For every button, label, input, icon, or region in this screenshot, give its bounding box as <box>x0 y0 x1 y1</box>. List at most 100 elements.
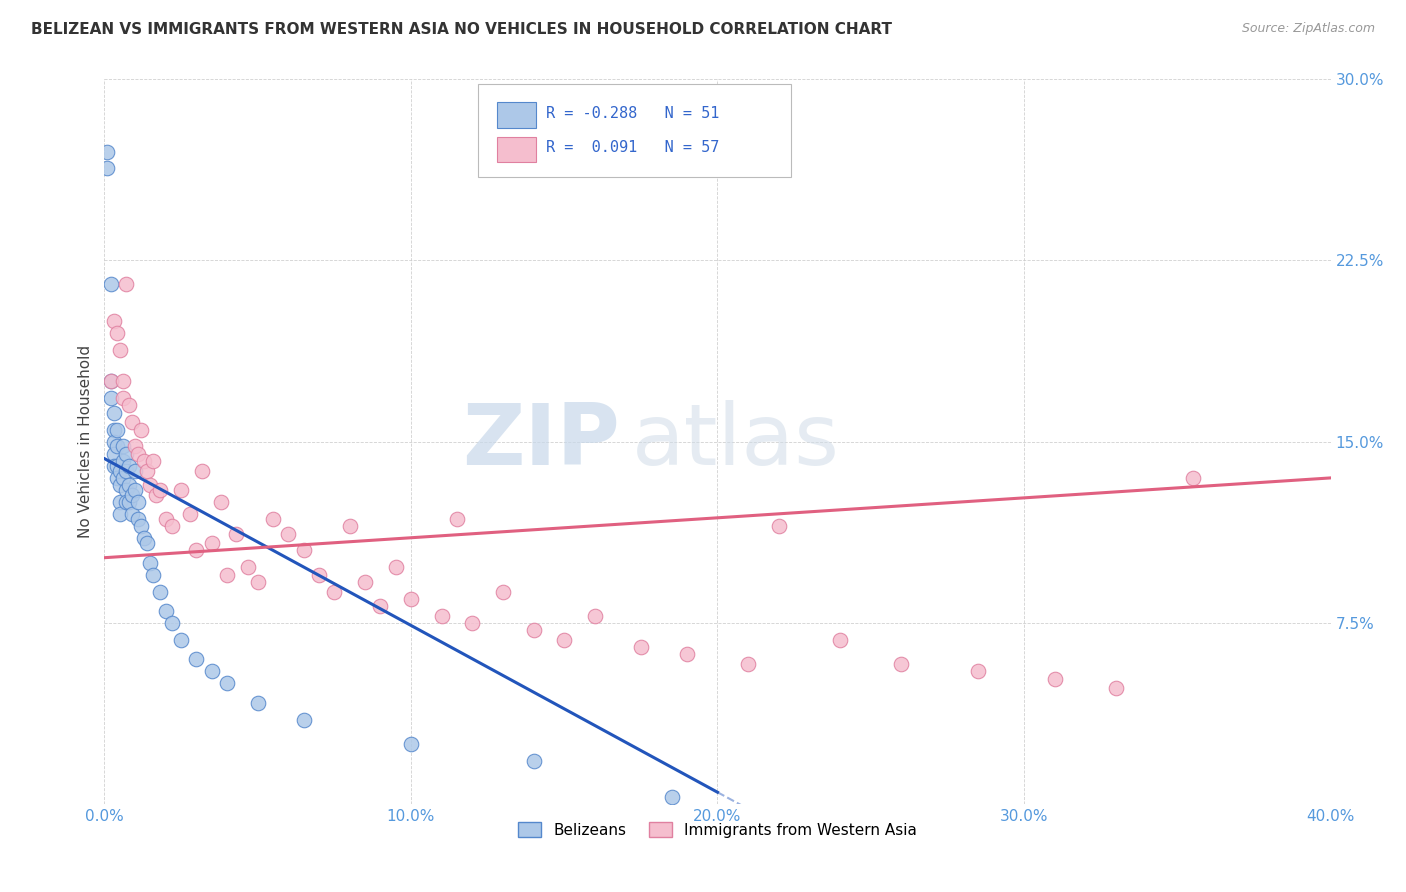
Point <box>170 632 193 647</box>
Point <box>105 326 128 340</box>
Point <box>108 464 131 478</box>
Point <box>246 574 269 589</box>
Point <box>399 737 422 751</box>
Point <box>384 560 406 574</box>
Bar <box>496 103 536 128</box>
Point <box>553 632 575 647</box>
Point <box>215 676 238 690</box>
Point <box>127 512 149 526</box>
Text: BELIZEAN VS IMMIGRANTS FROM WESTERN ASIA NO VEHICLES IN HOUSEHOLD CORRELATION CH: BELIZEAN VS IMMIGRANTS FROM WESTERN ASIA… <box>31 22 891 37</box>
Point <box>522 624 544 638</box>
Point <box>145 488 167 502</box>
Point <box>142 454 165 468</box>
Point <box>768 519 790 533</box>
Point <box>191 464 214 478</box>
Point <box>492 584 515 599</box>
Point <box>323 584 346 599</box>
Point <box>105 471 128 485</box>
Point <box>103 434 125 449</box>
Point <box>246 696 269 710</box>
Point <box>142 567 165 582</box>
FancyBboxPatch shape <box>478 84 792 177</box>
Point <box>308 567 330 582</box>
Point <box>292 713 315 727</box>
Point <box>262 512 284 526</box>
Point <box>830 632 852 647</box>
Point <box>118 398 141 412</box>
Point <box>96 161 118 176</box>
Point <box>115 495 138 509</box>
Point <box>118 478 141 492</box>
Point <box>1105 681 1128 696</box>
Point <box>108 478 131 492</box>
Point <box>215 567 238 582</box>
Point <box>201 665 224 679</box>
Point <box>129 519 152 533</box>
Point <box>160 615 183 630</box>
Point <box>103 458 125 473</box>
Point <box>115 464 138 478</box>
Point <box>111 471 134 485</box>
Point <box>354 574 377 589</box>
Point <box>170 483 193 497</box>
Point <box>103 423 125 437</box>
Point <box>115 483 138 497</box>
Point <box>155 512 177 526</box>
Point <box>118 458 141 473</box>
Point <box>430 608 453 623</box>
Point <box>103 406 125 420</box>
Point <box>399 591 422 606</box>
Point <box>111 391 134 405</box>
Point <box>103 314 125 328</box>
Point <box>148 483 170 497</box>
Point <box>134 454 156 468</box>
Point <box>108 507 131 521</box>
Legend: Belizeans, Immigrants from Western Asia: Belizeans, Immigrants from Western Asia <box>512 815 924 844</box>
Point <box>115 447 138 461</box>
Point <box>118 495 141 509</box>
Point <box>139 556 162 570</box>
Point <box>103 447 125 461</box>
Point <box>186 652 208 666</box>
Point <box>139 478 162 492</box>
Point <box>105 440 128 454</box>
Point <box>134 532 156 546</box>
Point <box>201 536 224 550</box>
Point <box>115 277 138 292</box>
Point <box>121 507 143 521</box>
Point <box>129 423 152 437</box>
Point <box>737 657 759 671</box>
Point <box>661 790 683 805</box>
Point <box>108 343 131 357</box>
Point <box>630 640 652 655</box>
Point <box>100 277 122 292</box>
Text: R =  0.091   N = 57: R = 0.091 N = 57 <box>546 140 720 155</box>
Point <box>100 374 122 388</box>
Point <box>100 374 122 388</box>
Point <box>368 599 391 613</box>
Point <box>967 665 990 679</box>
Point <box>124 483 146 497</box>
Point <box>292 543 315 558</box>
Point <box>108 495 131 509</box>
Point <box>1181 471 1204 485</box>
Point <box>676 648 699 662</box>
Point <box>111 440 134 454</box>
Text: atlas: atlas <box>631 401 839 483</box>
Point <box>890 657 912 671</box>
Point <box>136 464 159 478</box>
Text: R = -0.288   N = 51: R = -0.288 N = 51 <box>546 105 720 120</box>
Point <box>522 754 544 768</box>
Point <box>136 536 159 550</box>
Point <box>160 519 183 533</box>
Point <box>121 488 143 502</box>
Point <box>186 543 208 558</box>
Point <box>339 519 361 533</box>
Bar <box>496 137 536 162</box>
Point <box>111 374 134 388</box>
Point <box>111 454 134 468</box>
Point <box>96 145 118 159</box>
Point <box>1043 672 1066 686</box>
Point <box>127 447 149 461</box>
Point <box>121 415 143 429</box>
